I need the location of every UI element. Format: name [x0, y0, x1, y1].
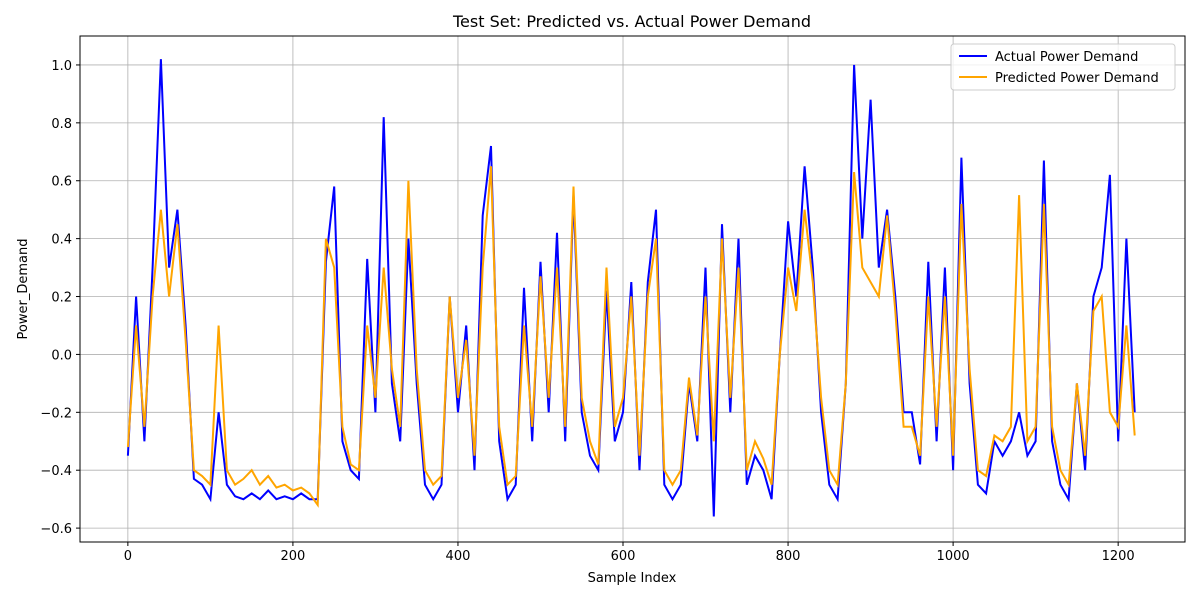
legend-label: Actual Power Demand: [995, 50, 1138, 65]
x-tick-label: 800: [776, 549, 801, 564]
legend-label: Predicted Power Demand: [995, 71, 1159, 86]
chart-title: Test Set: Predicted vs. Actual Power Dem…: [452, 12, 811, 31]
legend: Actual Power Demand Predicted Power Deman…: [950, 43, 1176, 91]
plot-frame: [79, 35, 1186, 543]
y-tick-label: 0.2: [51, 291, 72, 306]
y-tick-label: −0.2: [40, 406, 72, 421]
x-tick-label: 400: [446, 549, 471, 564]
x-tick-label: 200: [280, 549, 305, 564]
data-line: [126, 166, 1136, 508]
legend-box: [950, 43, 1176, 91]
y-tick-label: −0.6: [40, 522, 72, 537]
y-tick-label: 0.6: [51, 175, 72, 190]
y-tick-label: 0.0: [51, 348, 72, 363]
y-tick-label: 0.4: [51, 233, 72, 248]
y-tick-label: −0.4: [40, 464, 72, 479]
x-axis-label: Sample Index: [588, 571, 677, 586]
x-tick-label: 600: [611, 549, 636, 564]
x-tick-label: 0: [124, 549, 132, 564]
x-tick-label: 1000: [937, 549, 970, 564]
x-tick-label: 1200: [1102, 549, 1135, 564]
y-tick-label: 0.8: [51, 117, 72, 132]
y-axis-label: Power_Demand: [16, 239, 31, 340]
y-tick-label: 1.0: [51, 59, 72, 74]
